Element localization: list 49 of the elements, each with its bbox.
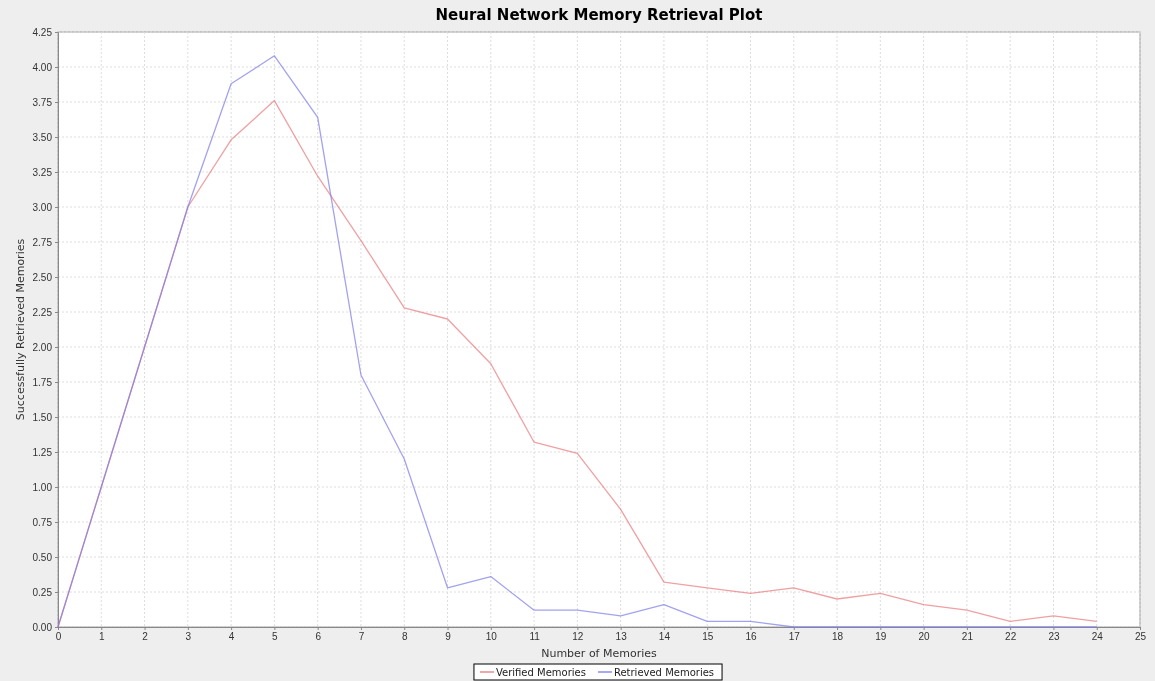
x-tick-label: 13 (615, 631, 628, 643)
x-tick-label: 17 (788, 631, 801, 643)
x-tick-label: 2 (142, 631, 149, 643)
y-tick-label: 0.75 (32, 516, 53, 528)
x-tick-label: 1 (99, 631, 105, 643)
x-tick-label: 16 (745, 631, 757, 643)
x-tick-label: 18 (831, 631, 844, 643)
y-tick-label: 3.75 (32, 96, 53, 108)
x-tick-label: 5 (272, 631, 279, 643)
x-tick-label: 3 (185, 631, 192, 643)
x-tick-label: 21 (961, 631, 974, 643)
x-tick-label: 10 (485, 631, 498, 643)
x-tick-label: 11 (529, 631, 541, 643)
y-tick-label: 2.75 (32, 236, 53, 248)
y-tick-label: 3.25 (32, 166, 53, 178)
x-tick-label: 6 (315, 631, 322, 643)
x-tick-label: 7 (358, 631, 365, 643)
x-axis-title: Number of Memories (541, 647, 658, 660)
x-tick-label: 20 (918, 631, 931, 643)
y-tick-label: 0.00 (32, 621, 53, 633)
x-tick-label: 22 (1005, 631, 1017, 643)
y-tick-label: 3.50 (32, 131, 53, 143)
y-tick-label: 2.25 (32, 306, 53, 318)
y-tick-label: 1.50 (32, 411, 53, 423)
y-tick-label: 3.00 (32, 201, 53, 213)
x-tick-label: 24 (1091, 631, 1104, 643)
x-tick-label: 23 (1048, 631, 1060, 643)
y-tick-label: 2.00 (32, 341, 53, 353)
x-tick-label: 8 (401, 631, 408, 643)
x-tick-label: 14 (658, 631, 671, 643)
y-tick-label: 4.25 (32, 26, 53, 38)
legend-label: Retrieved Memories (613, 667, 715, 678)
x-tick-label: 9 (445, 631, 452, 643)
x-tick-label: 12 (572, 631, 584, 643)
legend-label: Verified Memories (495, 667, 586, 678)
y-axis-title: Successfully Retrieved Memories (14, 238, 27, 421)
y-tick-label: 0.25 (32, 586, 53, 598)
x-tick-label: 19 (875, 631, 887, 643)
y-tick-label: 4.00 (32, 61, 53, 73)
y-tick-label: 2.50 (32, 271, 53, 283)
y-tick-label: 1.00 (32, 481, 53, 493)
y-tick-label: 1.75 (32, 376, 53, 388)
x-tick-label: 0 (55, 631, 62, 643)
x-tick-label: 25 (1134, 631, 1147, 643)
x-tick-label: 4 (228, 631, 235, 643)
y-tick-label: 1.25 (32, 446, 53, 458)
chart-title: Neural Network Memory Retrieval Plot (435, 6, 763, 24)
x-tick-label: 15 (702, 631, 714, 643)
y-tick-label: 0.50 (32, 551, 53, 563)
